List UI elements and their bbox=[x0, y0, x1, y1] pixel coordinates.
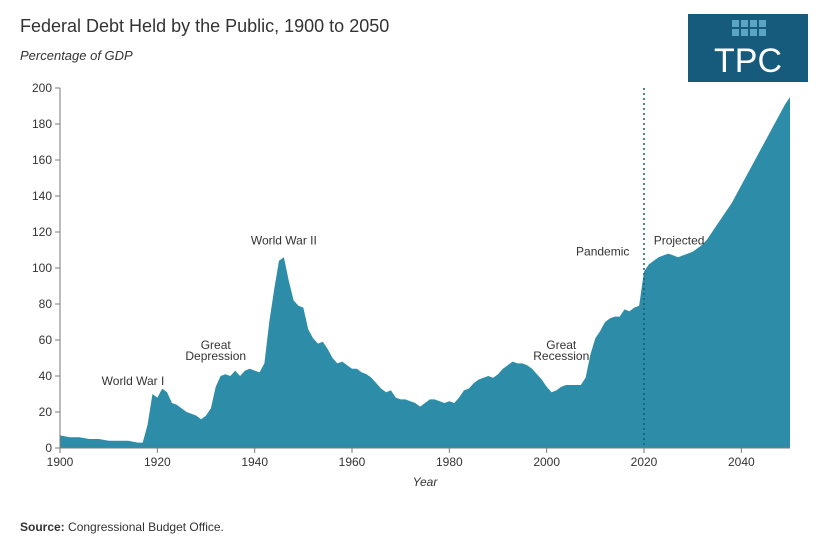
svg-text:2040: 2040 bbox=[728, 455, 755, 469]
svg-text:60: 60 bbox=[39, 333, 53, 347]
svg-text:80: 80 bbox=[39, 297, 53, 311]
svg-text:World War I: World War I bbox=[102, 374, 165, 388]
svg-text:Projected: Projected bbox=[654, 234, 705, 248]
source-line: Source: Congressional Budget Office. bbox=[20, 520, 224, 534]
svg-text:1920: 1920 bbox=[144, 455, 171, 469]
svg-text:1980: 1980 bbox=[436, 455, 463, 469]
svg-text:160: 160 bbox=[32, 153, 52, 167]
svg-text:Recession: Recession bbox=[533, 349, 589, 363]
svg-text:Pandemic: Pandemic bbox=[576, 244, 629, 258]
svg-text:1960: 1960 bbox=[339, 455, 366, 469]
svg-text:180: 180 bbox=[32, 117, 52, 131]
svg-text:World War II: World War II bbox=[251, 234, 317, 248]
svg-text:TPC: TPC bbox=[714, 42, 782, 80]
svg-text:100: 100 bbox=[32, 261, 52, 275]
svg-text:120: 120 bbox=[32, 225, 52, 239]
tpc-logo: TPC bbox=[688, 14, 808, 82]
svg-text:Depression: Depression bbox=[185, 349, 246, 363]
chart-subtitle: Percentage of GDP bbox=[20, 48, 133, 63]
svg-text:2000: 2000 bbox=[533, 455, 560, 469]
svg-text:20: 20 bbox=[39, 405, 53, 419]
debt-chart: 0204060801001201401601802001900192019401… bbox=[20, 78, 802, 488]
svg-text:0: 0 bbox=[45, 441, 52, 455]
svg-text:200: 200 bbox=[32, 81, 52, 95]
source-label: Source: bbox=[20, 520, 65, 534]
svg-text:1940: 1940 bbox=[241, 455, 268, 469]
svg-text:1900: 1900 bbox=[47, 455, 74, 469]
source-text: Congressional Budget Office. bbox=[65, 520, 224, 534]
svg-text:Year: Year bbox=[413, 475, 439, 488]
svg-text:140: 140 bbox=[32, 189, 52, 203]
svg-text:40: 40 bbox=[39, 369, 53, 383]
chart-title: Federal Debt Held by the Public, 1900 to… bbox=[20, 16, 389, 37]
svg-text:2020: 2020 bbox=[631, 455, 658, 469]
